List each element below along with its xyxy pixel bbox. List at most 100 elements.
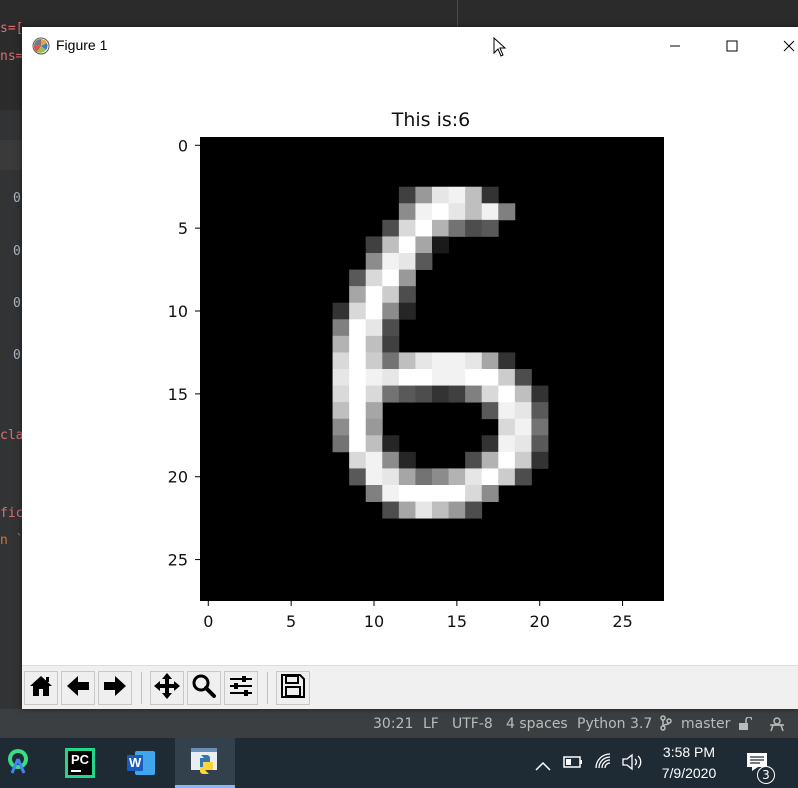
clock-time[interactable]: 3:58 PM [662, 744, 716, 760]
image-pixel [481, 369, 499, 386]
back-button[interactable] [61, 671, 95, 705]
image-pixel [465, 385, 483, 403]
battery-icon[interactable] [563, 754, 583, 773]
image-pixel [365, 286, 383, 304]
code-fragment: 0 [13, 244, 21, 259]
image-pixel [365, 319, 383, 337]
chart[interactable]: This is:6 0 5 10 15 20 25 0 5 10 15 20 25 [22, 65, 798, 665]
image-pixel [382, 269, 400, 287]
image-pixel [514, 402, 532, 420]
image-pixel [382, 253, 400, 270]
image-pixel [415, 186, 433, 204]
git-branch-icon [660, 715, 672, 735]
configure-subplots-button[interactable] [224, 671, 258, 705]
image-pixel [465, 501, 483, 519]
y-tick-label: 20 [168, 468, 188, 487]
image-pixel [498, 435, 516, 453]
forward-button[interactable] [98, 671, 132, 705]
image-pixel [349, 319, 367, 337]
home-button[interactable] [24, 671, 58, 705]
image-pixel [481, 219, 499, 237]
python-button[interactable] [175, 738, 235, 788]
mouse-cursor-icon [493, 36, 507, 61]
image-pixel [349, 418, 367, 436]
minimize-button[interactable] [652, 27, 698, 65]
forward-icon [102, 674, 128, 702]
y-tick-label: 0 [178, 136, 188, 155]
image-pixel [398, 369, 416, 386]
back-icon [65, 674, 91, 702]
y-tick-label: 15 [168, 385, 188, 404]
image-pixel [465, 219, 483, 237]
code-fragment: n ` [0, 533, 24, 548]
show-hidden-icons-icon[interactable] [535, 756, 551, 775]
line-ending[interactable]: LF [423, 716, 439, 732]
image-pixel [514, 418, 532, 436]
image-pixel [481, 385, 499, 403]
image-pixel [514, 385, 532, 403]
image-pixel [365, 369, 383, 386]
pycharm-icon: PC [65, 748, 95, 778]
minimize-icon [669, 37, 681, 56]
volume-icon[interactable] [621, 753, 643, 775]
image-pixel [448, 468, 466, 486]
image-pixel [531, 418, 549, 436]
image-pixel [415, 236, 433, 254]
image-pixel [531, 451, 549, 469]
image-pixel [514, 435, 532, 453]
save-button[interactable] [276, 671, 310, 705]
file-encoding[interactable]: UTF-8 [452, 716, 493, 732]
word-icon: W [127, 749, 157, 777]
image-pixel [448, 501, 466, 519]
notification-count: 3 [757, 766, 775, 784]
android-studio-button[interactable] [0, 738, 36, 788]
image-pixel [349, 468, 367, 486]
ide-gutter [0, 110, 22, 710]
zoom-icon [191, 673, 217, 703]
image-pixel [398, 219, 416, 237]
ide-status-bar: 30:21 LF UTF-8 4 spaces Python 3.7 maste… [0, 709, 798, 738]
image-pixel [332, 319, 350, 337]
x-tick-label: 25 [612, 612, 632, 631]
python-interpreter[interactable]: Python 3.7 [577, 716, 653, 732]
image-pixel [398, 352, 416, 370]
pan-button[interactable] [150, 671, 184, 705]
image-pixel [398, 253, 416, 270]
image-pixel [481, 352, 499, 370]
plot-area[interactable]: This is:6 0 5 10 15 20 25 0 5 10 15 20 25 [22, 65, 798, 665]
image-pixel [448, 186, 466, 204]
maximize-button[interactable] [709, 27, 755, 65]
image-pixel [415, 501, 433, 519]
wifi-icon[interactable] [594, 752, 614, 774]
close-icon [783, 37, 795, 56]
image-pixel [398, 269, 416, 287]
configure-subplots-icon [228, 673, 254, 703]
pycharm-button[interactable]: PC [50, 738, 110, 788]
image-pixel [349, 451, 367, 469]
window-title: Figure 1 [56, 37, 108, 53]
image-pixel [332, 402, 350, 420]
image-pixel [365, 468, 383, 486]
image-pixel [448, 219, 466, 237]
image-pixel [382, 219, 400, 237]
x-tick-label: 0 [203, 612, 213, 631]
code-fragment: 0 [13, 348, 21, 363]
caret-position[interactable]: 30:21 [373, 716, 414, 732]
zoom-button[interactable] [187, 671, 221, 705]
x-tick-label: 20 [530, 612, 550, 631]
image-pixel [498, 402, 516, 420]
image-pixel [349, 369, 367, 386]
x-tick-label: 15 [447, 612, 467, 631]
git-branch[interactable]: master [681, 716, 731, 732]
image-pixel [531, 435, 549, 453]
clock-date[interactable]: 7/9/2020 [661, 765, 717, 781]
code-fragment: fic [0, 506, 24, 521]
code-fragment: 0 [13, 296, 21, 311]
lock-icon[interactable] [738, 716, 753, 735]
inspector-icon[interactable] [768, 715, 786, 737]
word-button[interactable]: W [112, 738, 172, 788]
window-title-bar[interactable]: Figure 1 [22, 27, 798, 66]
indent-setting[interactable]: 4 spaces [506, 716, 568, 732]
close-button[interactable] [766, 27, 798, 65]
image-pixel [531, 402, 549, 420]
